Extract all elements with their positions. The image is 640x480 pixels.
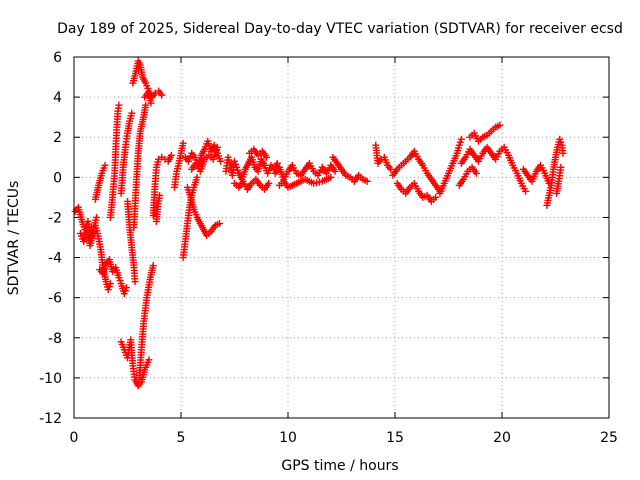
data-point [557,163,565,171]
data-point [217,157,225,165]
data-point [273,159,281,167]
data-point [216,219,224,227]
x-tick-label: 15 [386,430,404,446]
data-point [167,151,175,159]
y-axis-tick-labels: -12 -10 -8 -6 -4 -2 0 2 4 6 [39,50,62,427]
data-point [496,121,504,129]
y-axis-label: SDTVAR / TECUs [6,181,22,296]
data-point [115,101,123,109]
plot-frame [73,56,610,419]
data-point [522,187,530,195]
data-point [265,179,273,187]
x-axis-tick-labels: 0 5 10 15 20 25 [70,430,618,446]
y-tick-label: 6 [53,50,62,66]
data-point [128,109,136,117]
data-point [142,101,150,109]
data-point [122,284,130,292]
y-tick-label: -4 [48,251,62,267]
data-point [131,278,139,286]
data-point [92,213,100,221]
y-tick-label: -8 [48,331,62,347]
data-point [149,262,157,270]
y-tick-label: 4 [53,90,62,106]
data-point [432,193,440,201]
data-point [101,161,109,169]
data-point [156,191,164,199]
data-point [457,135,465,143]
data-point [263,153,271,161]
data-point [158,91,166,99]
x-tick-label: 5 [177,430,186,446]
y-tick-label: -2 [48,210,62,226]
y-tick-label: -10 [39,371,62,387]
data-point [387,165,395,173]
x-axis-label: GPS time / hours [281,458,398,474]
data-point [559,149,567,157]
data-point [147,99,155,107]
data-point [327,173,335,181]
data-point [179,139,187,147]
y-tick-label: -6 [48,291,62,307]
y-tick-label: 2 [53,130,62,146]
x-tick-label: 25 [600,430,618,446]
x-tick-label: 20 [493,430,511,446]
axis-ticks [73,56,610,419]
y-tick-label: -12 [39,411,62,427]
data-point [363,177,371,185]
grid-lines [74,57,609,418]
x-tick-label: 0 [70,430,79,446]
data-points [71,57,567,390]
data-point [472,169,480,177]
data-point [106,280,114,288]
data-point [331,167,339,175]
x-tick-label: 10 [279,430,297,446]
y-tick-label: 0 [53,170,62,186]
data-point [213,143,221,151]
data-point [193,173,201,181]
chart-title: Day 189 of 2025, Sidereal Day-to-day VTE… [57,21,623,37]
data-point [145,356,153,364]
